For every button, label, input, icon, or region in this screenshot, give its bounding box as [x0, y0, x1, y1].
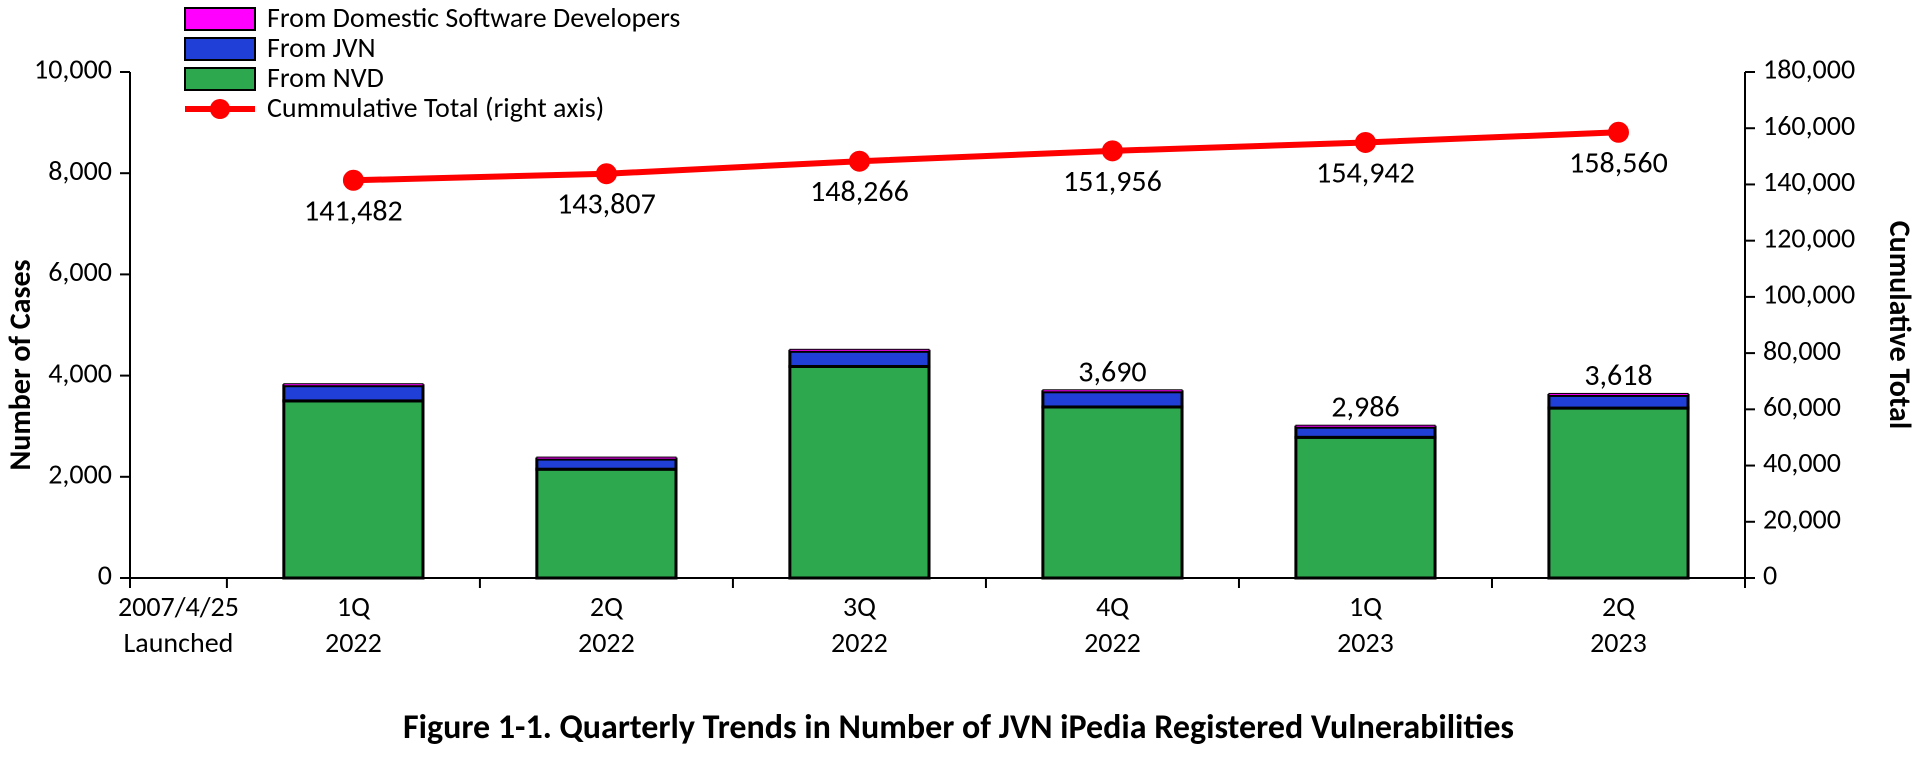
cumulative-marker — [1355, 132, 1375, 152]
y-right-tick-label: 160,000 — [1763, 108, 1855, 143]
y-right-tick-label: 60,000 — [1763, 389, 1841, 424]
y-right-tick-label: 0 — [1763, 558, 1777, 593]
legend-swatch — [185, 38, 255, 60]
bar-nvd — [284, 401, 423, 578]
x-category-label: 1Q — [337, 589, 371, 624]
cumulative-marker — [849, 151, 869, 171]
y-left-tick-label: 2,000 — [48, 456, 112, 491]
figure-title: Figure 1-1. Quarterly Trends in Number o… — [0, 707, 1917, 748]
legend-line-marker — [210, 99, 230, 119]
y-right-tick-label: 80,000 — [1763, 333, 1841, 368]
legend-label-cumulative: Cummulative Total (right axis) — [267, 90, 604, 125]
x-category-label: 1Q — [1349, 589, 1383, 624]
cumulative-line — [353, 132, 1618, 180]
y-left-tick-label: 8,000 — [48, 153, 112, 188]
x-category-year-label: 2022 — [1084, 625, 1141, 660]
cumulative-marker — [1608, 122, 1628, 142]
x-category-year-label: 2023 — [1590, 625, 1647, 660]
y-left-tick-label: 10,000 — [34, 52, 112, 87]
y-right-tick-label: 140,000 — [1763, 164, 1855, 199]
bar-nvd — [1296, 437, 1435, 578]
bar-nvd — [1549, 408, 1688, 578]
cumulative-marker — [596, 164, 616, 184]
x-category-label: 2Q — [590, 589, 624, 624]
chart-svg: 0 2,000 4,000 6,000 8,000 10,000 0 20,000 40,000… — [0, 0, 1917, 766]
cumulative-value-label: 141,482 — [304, 192, 403, 229]
legend-swatch — [185, 8, 255, 30]
y-right-tick-label: 20,000 — [1763, 501, 1841, 536]
y-right-tick-label: 120,000 — [1763, 220, 1855, 255]
x-category-label: 2Q — [1602, 589, 1636, 624]
y-left-tick-label: 0 — [98, 558, 112, 593]
bar-domestic — [537, 457, 676, 459]
legend-swatch — [185, 68, 255, 90]
y-left-tick-label: 4,000 — [48, 355, 112, 390]
bar-domestic — [284, 384, 423, 386]
y-right-tick-label: 40,000 — [1763, 445, 1841, 480]
x-category-label: 4Q — [1096, 589, 1130, 624]
y-left-axis-title: Number of Cases — [2, 259, 39, 470]
bar-domestic — [790, 349, 929, 351]
y-left-tick-label: 6,000 — [48, 254, 112, 289]
bar-total-label: 3,690 — [1078, 353, 1146, 390]
bar-jvn — [537, 459, 676, 469]
x-category-year-label: 2022 — [578, 625, 635, 660]
cumulative-marker — [343, 170, 363, 190]
x-category-year-label: 2022 — [831, 625, 888, 660]
bar-nvd — [790, 366, 929, 578]
bar-total-label: 2,986 — [1331, 389, 1399, 426]
chart-container: 0 2,000 4,000 6,000 8,000 10,000 0 20,000 40,000… — [0, 0, 1917, 766]
bar-jvn — [790, 351, 929, 366]
cumulative-value-label: 143,807 — [557, 186, 656, 223]
bar-jvn — [1549, 395, 1688, 408]
launched-text-label: Launched — [124, 625, 234, 660]
cumulative-value-label: 151,956 — [1063, 163, 1162, 200]
y-right-tick-label: 100,000 — [1763, 277, 1855, 312]
cumulative-value-label: 148,266 — [810, 173, 909, 210]
bar-nvd — [537, 469, 676, 578]
cumulative-value-label: 158,560 — [1569, 144, 1668, 181]
x-category-year-label: 2023 — [1337, 625, 1394, 660]
bar-jvn — [1296, 427, 1435, 437]
bar-jvn — [284, 386, 423, 401]
cumulative-value-label: 154,942 — [1316, 154, 1415, 191]
launched-date-label: 2007/4/25 — [118, 589, 239, 624]
bar-nvd — [1043, 407, 1182, 578]
x-category-year-label: 2022 — [325, 625, 382, 660]
bar-jvn — [1043, 392, 1182, 407]
x-category-label: 3Q — [843, 589, 877, 624]
bar-total-label: 3,618 — [1584, 357, 1652, 394]
y-right-tick-label: 180,000 — [1763, 52, 1855, 87]
cumulative-marker — [1102, 141, 1122, 161]
y-right-axis-title: Cumulative Total — [1881, 221, 1917, 429]
